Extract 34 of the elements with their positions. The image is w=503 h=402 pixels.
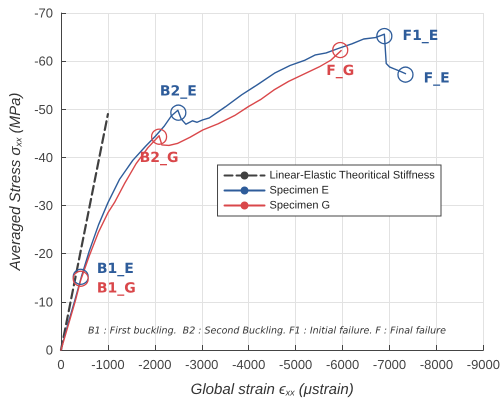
x-tick-label: -4000 [232, 357, 266, 372]
annotation: B2_E [160, 84, 197, 100]
legend-label: Specimen G [270, 200, 330, 212]
y-tick-label: 0 [46, 342, 53, 358]
x-tick-label: 0 [57, 357, 65, 372]
annotation: B1_G [96, 280, 136, 297]
x-tick-label: -6000 [326, 357, 360, 372]
y-tick-label: -30 [34, 198, 53, 214]
y-tick-label: -40 [34, 150, 53, 165]
annotation: F_E [424, 70, 450, 87]
x-tick-label: -3000 [185, 357, 218, 372]
x-tick-label: -1000 [91, 357, 125, 372]
point [332, 42, 348, 58]
x-tick-label: -8000 [420, 357, 454, 372]
y-tick-label: -60 [34, 54, 53, 69]
x-tick-label: -2000 [138, 357, 172, 372]
annotation: F_G [326, 63, 354, 80]
x-axis-title: Global strain ϵxx (μstrain) [190, 381, 354, 398]
annotation: B1 : First buckling. B2 : Second Buckling. F1 : Initial failure. F : Final failure [88, 326, 446, 336]
point [150, 128, 168, 145]
x-tick-label: -5000 [279, 357, 312, 372]
annotation: B1_E [96, 260, 134, 277]
point [397, 66, 414, 83]
legend-label: Linear-Elastic Theoritical Stiffness [270, 170, 436, 182]
legend-label: Specimen E [270, 184, 329, 196]
annotation: F1_E [402, 28, 438, 44]
y-tick-label: -70 [34, 6, 53, 20]
y-tick-label: -20 [34, 246, 53, 262]
x-tick-label: -9000 [466, 357, 500, 372]
y-axis-title: Averaged Stress σxx (MPa) [7, 92, 24, 272]
annotation: B2_G [140, 150, 179, 166]
y-tick-label: -10 [34, 294, 53, 310]
y-tick-label: -50 [34, 102, 53, 117]
x-tick-label: -7000 [372, 357, 406, 372]
